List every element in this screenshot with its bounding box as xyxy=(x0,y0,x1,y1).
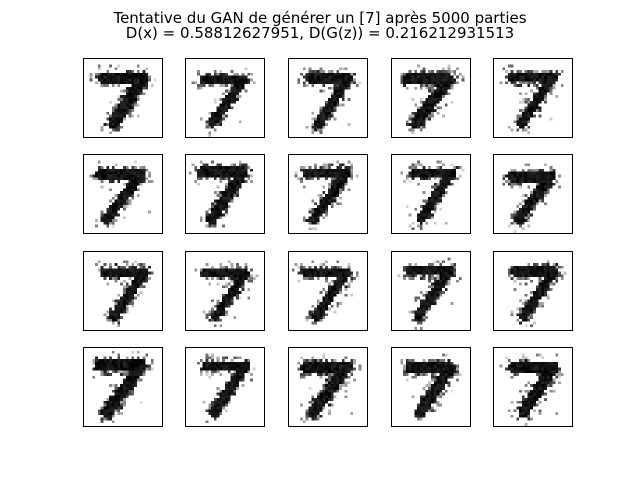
generated-digit-sample xyxy=(288,347,368,427)
generated-digit-sample xyxy=(185,347,265,427)
generated-digit-sample xyxy=(83,58,163,138)
generated-digit-sample xyxy=(288,58,368,138)
generated-digit-sample xyxy=(493,251,573,331)
generated-digit-sample xyxy=(493,58,573,138)
generated-digit-sample xyxy=(83,154,163,234)
generated-digit-sample xyxy=(83,347,163,427)
generated-digit-sample xyxy=(185,154,265,234)
generated-digit-sample xyxy=(493,154,573,234)
figure-title-line-1: Tentative du GAN de générer un [7] après… xyxy=(113,9,527,27)
generated-digit-sample xyxy=(288,154,368,234)
generated-digit-sample xyxy=(391,251,471,331)
generated-digit-sample xyxy=(185,58,265,138)
generated-digit-sample xyxy=(493,347,573,427)
generated-digit-sample xyxy=(391,58,471,138)
generated-digit-sample xyxy=(391,347,471,427)
generated-digit-sample xyxy=(83,251,163,331)
generated-digit-sample xyxy=(288,251,368,331)
generated-digit-sample xyxy=(185,251,265,331)
generated-digit-sample xyxy=(391,154,471,234)
figure-title-line-2: D(x) = 0.58812627951, D(G(z)) = 0.216212… xyxy=(125,24,515,42)
